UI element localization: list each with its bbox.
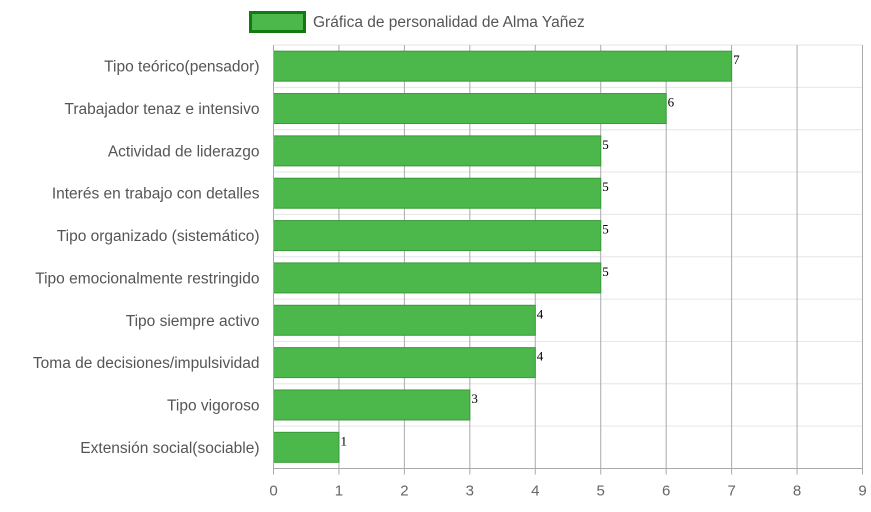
bar	[273, 389, 471, 421]
data-label: 6	[668, 95, 675, 110]
category-label: Tipo vigoroso	[167, 397, 259, 414]
x-tick-label: 8	[793, 483, 801, 500]
category-label: Toma de decisiones/impulsividad	[33, 355, 260, 372]
category-label: Trabajador tenaz e intensivo	[64, 101, 259, 118]
data-label: 4	[537, 306, 544, 321]
bar	[273, 262, 602, 294]
data-label: 1	[340, 433, 347, 448]
data-label: 5	[602, 222, 609, 237]
data-label: 7	[733, 52, 740, 67]
data-label: 5	[602, 137, 609, 152]
legend-label: Gráfica de personalidad de Alma Yañez	[313, 14, 585, 31]
x-tick-label: 5	[597, 483, 605, 500]
x-tick-label: 1	[335, 483, 343, 500]
x-tick-label: 6	[662, 483, 670, 500]
x-tick-label: 4	[531, 483, 539, 500]
bar	[273, 50, 733, 82]
category-label: Tipo teórico(pensador)	[104, 59, 259, 76]
x-tick-label: 7	[727, 483, 735, 500]
bar	[273, 177, 602, 209]
category-label: Interés en trabajo con detalles	[52, 186, 260, 203]
x-tick-label: 3	[466, 483, 474, 500]
category-label: Extensión social(sociable)	[80, 440, 259, 457]
category-label: Tipo emocionalmente restringido	[35, 270, 259, 287]
category-label: Tipo organizado (sistemático)	[57, 228, 260, 245]
bar	[273, 304, 536, 336]
x-tick-label: 9	[858, 483, 866, 500]
category-label: Tipo siempre activo	[126, 313, 260, 330]
legend[interactable]: Gráfica de personalidad de Alma Yañez	[249, 11, 585, 33]
labels: 0 1 2 3 4 5 6 7 8 9 Tipo teórico(pensador) 7 Trabaja…	[33, 52, 867, 499]
bar	[273, 93, 667, 125]
bar	[273, 431, 340, 463]
category-label: Actividad de liderazgo	[108, 143, 260, 160]
bar	[273, 220, 602, 252]
data-label: 5	[602, 179, 609, 194]
legend-swatch	[249, 11, 306, 33]
x-tick-label: 2	[400, 483, 408, 500]
bars	[273, 50, 733, 463]
bar	[273, 347, 536, 379]
axes	[273, 45, 863, 475]
bar	[273, 135, 602, 167]
data-label: 5	[602, 264, 609, 279]
data-label: 4	[537, 349, 544, 364]
data-label: 3	[471, 391, 478, 406]
x-tick-label: 0	[269, 483, 277, 500]
